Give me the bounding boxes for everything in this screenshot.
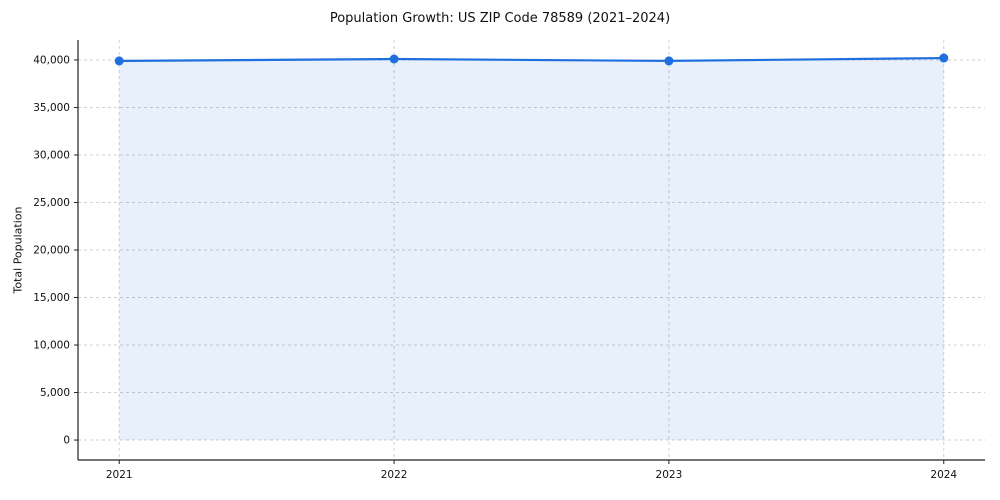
data-point	[114, 56, 124, 66]
y-tick-label: 5,000	[40, 387, 70, 399]
x-tick-label: 2024	[930, 469, 957, 481]
y-tick-label: 25,000	[33, 197, 70, 209]
y-tick-label: 20,000	[33, 245, 70, 257]
y-tick-label: 10,000	[33, 340, 70, 352]
data-point	[664, 56, 674, 66]
y-tick-label: 0	[63, 435, 70, 447]
y-tick-label: 15,000	[33, 292, 70, 304]
x-tick-label: 2022	[381, 469, 408, 481]
data-point	[939, 53, 949, 63]
y-tick-label: 35,000	[33, 102, 70, 114]
y-tick-label: 40,000	[33, 54, 70, 66]
y-tick-label: 30,000	[33, 149, 70, 161]
chart-title: Population Growth: US ZIP Code 78589 (20…	[329, 11, 671, 26]
area-fill	[119, 58, 944, 441]
x-tick-label: 2023	[656, 469, 683, 481]
data-point	[389, 54, 399, 64]
series-line	[118, 56, 945, 63]
x-tick-label: 2021	[106, 469, 133, 481]
